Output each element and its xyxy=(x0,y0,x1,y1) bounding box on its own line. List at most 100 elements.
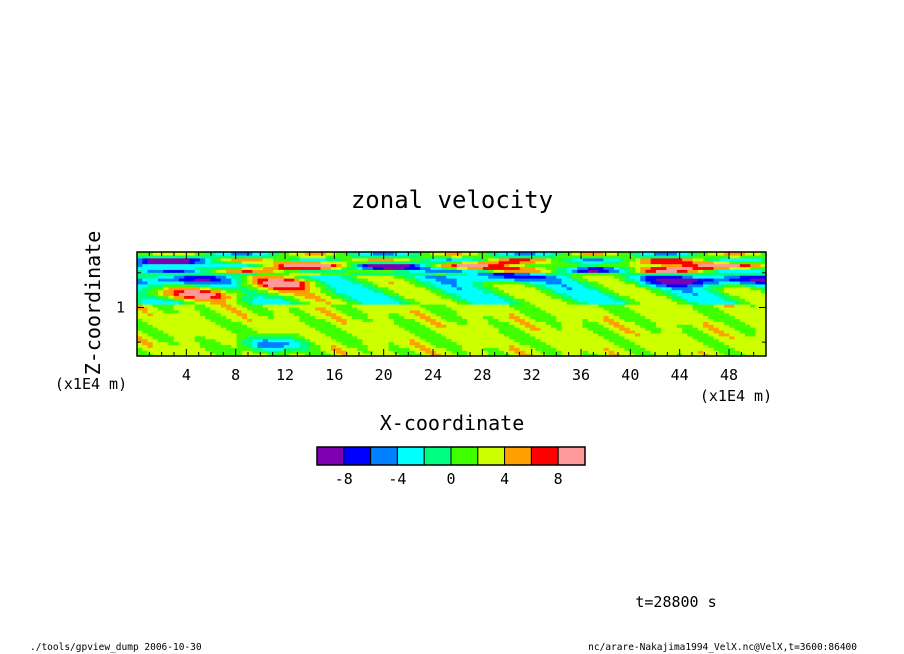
field-cell xyxy=(608,304,615,308)
field-cell xyxy=(142,257,149,262)
field-cell xyxy=(362,278,369,282)
field-cell xyxy=(718,295,725,299)
field-cell xyxy=(137,263,143,268)
field-cell xyxy=(168,257,175,262)
field-cell xyxy=(671,263,678,268)
field-cell xyxy=(619,257,626,262)
field-cell xyxy=(477,257,484,262)
field-cell xyxy=(650,301,657,305)
field-cell xyxy=(729,266,736,270)
field-cell xyxy=(215,254,222,259)
field-cell xyxy=(152,353,159,356)
field-cell xyxy=(645,260,652,265)
field-cell xyxy=(231,318,238,322)
field-cell xyxy=(724,257,730,262)
field-cell xyxy=(488,341,495,346)
field-cell xyxy=(309,301,316,305)
colorbar-swatch xyxy=(423,446,452,466)
field-cell xyxy=(524,341,531,346)
field-cell xyxy=(404,341,411,346)
field-cell xyxy=(194,330,201,334)
field-cell xyxy=(551,266,557,270)
field-cell xyxy=(587,315,594,320)
footer-right-note: nc/arare-Nakajima1994_VelX.nc@VelX,t=360… xyxy=(588,642,857,653)
field-cell xyxy=(577,335,584,340)
field-cell xyxy=(703,309,709,314)
field-cell xyxy=(184,306,191,311)
field-cell xyxy=(420,312,426,317)
field-cell xyxy=(503,275,510,279)
field-cell xyxy=(461,275,468,279)
field-cell xyxy=(226,275,232,279)
field-cell xyxy=(362,353,369,356)
field-cell xyxy=(634,304,641,308)
field-cell xyxy=(336,292,343,296)
field-cell xyxy=(593,341,599,346)
field-cell xyxy=(530,266,536,270)
field-cell xyxy=(393,272,400,276)
field-cell xyxy=(320,353,327,356)
field-cell xyxy=(613,269,620,273)
field-cell xyxy=(378,275,384,279)
field-cell xyxy=(551,269,557,273)
field-cell xyxy=(189,347,196,351)
field-cell xyxy=(309,280,316,285)
field-cell xyxy=(750,269,757,273)
field-cell xyxy=(283,353,290,356)
colorbar-frame xyxy=(316,446,586,466)
field-cell xyxy=(566,332,573,337)
field-cell xyxy=(530,347,536,351)
field-cell xyxy=(587,332,594,337)
field-cell xyxy=(236,344,243,348)
field-cell xyxy=(760,353,766,356)
field-cell xyxy=(519,309,526,314)
field-cell xyxy=(147,312,154,317)
field-cell xyxy=(498,350,505,354)
field-cell xyxy=(697,306,704,311)
field-cell xyxy=(157,318,164,322)
field-cell xyxy=(357,350,363,354)
field-cell xyxy=(593,332,599,337)
field-cell xyxy=(613,332,620,337)
field-cell xyxy=(734,344,741,348)
field-cell xyxy=(163,292,170,296)
field-cell xyxy=(220,324,227,328)
field-cell xyxy=(336,304,343,308)
field-cell xyxy=(566,283,573,288)
field-cell xyxy=(383,254,390,259)
field-cell xyxy=(231,335,238,340)
field-cell xyxy=(755,266,762,270)
field-cell xyxy=(178,309,185,314)
field-cell xyxy=(482,269,489,273)
field-cell xyxy=(509,315,515,320)
field-cell xyxy=(739,353,746,356)
field-cell xyxy=(404,298,411,302)
field-cell xyxy=(157,275,164,279)
field-cell xyxy=(692,260,699,265)
field-cell xyxy=(661,350,668,354)
field-cell xyxy=(566,306,573,311)
field-cell xyxy=(734,254,741,259)
field-cell xyxy=(467,350,474,354)
field-cell xyxy=(655,263,662,268)
field-cell xyxy=(650,275,657,279)
field-cell xyxy=(603,280,610,285)
field-cell xyxy=(393,269,400,273)
field-cell xyxy=(173,335,180,340)
field-cell xyxy=(325,260,332,265)
field-cell xyxy=(147,338,154,343)
field-cell xyxy=(163,278,170,282)
field-cell xyxy=(477,338,484,343)
field-cell xyxy=(393,275,400,279)
field-cell xyxy=(724,330,730,334)
field-cell xyxy=(682,330,688,334)
field-cell xyxy=(330,344,337,348)
field-cell xyxy=(640,312,647,317)
field-cell xyxy=(278,347,285,351)
field-cell xyxy=(451,260,458,265)
field-cell xyxy=(734,301,741,305)
field-cell xyxy=(509,301,515,305)
field-cell xyxy=(425,335,432,340)
field-cell xyxy=(535,266,542,270)
field-cell xyxy=(404,266,411,270)
